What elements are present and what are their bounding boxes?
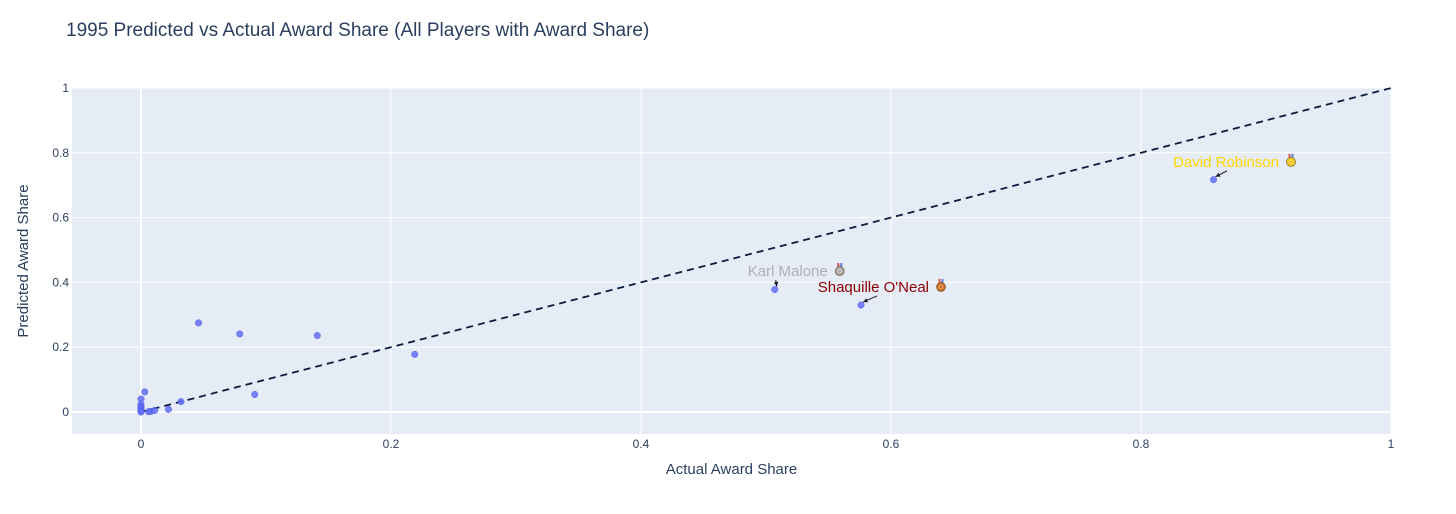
x-tick-label: 0.6 <box>883 437 900 451</box>
medal-ribbon-left <box>837 263 840 268</box>
x-axis-title: Actual Award Share <box>666 461 797 478</box>
medal-ribbon-left <box>1288 153 1291 158</box>
data-point <box>141 388 149 396</box>
annotation-arrowhead <box>773 281 779 287</box>
y-tick-label: 1 <box>62 81 69 95</box>
plot-area <box>72 88 1391 434</box>
medal-inner-ring <box>1288 159 1294 165</box>
chart-title: 1995 Predicted vs Actual Award Share (Al… <box>66 20 650 41</box>
tick-labels: 0 0.2 0.4 0.6 0.8 1 0 0.2 0.4 0.6 0.8 1 <box>52 81 1394 451</box>
data-point <box>771 286 779 293</box>
data-point <box>165 405 172 413</box>
annotation-label: David Robinson <box>1173 154 1279 171</box>
data-point <box>151 406 159 414</box>
annotation-arrowhead <box>1215 172 1221 177</box>
x-tick-label: 0 <box>138 437 145 451</box>
medal-disc <box>1286 157 1296 167</box>
medal-ribbon-right <box>1291 153 1294 158</box>
x-tick-label: 0.2 <box>383 437 400 451</box>
medal-inner-ring <box>837 268 843 274</box>
gold-medal-icon <box>1286 153 1296 167</box>
medal-ribbon-left <box>938 278 941 283</box>
data-point <box>137 408 145 416</box>
annotation-label: Karl Malone <box>748 263 828 280</box>
medal-inner-ring <box>938 284 944 290</box>
annotation-label: Shaquille O'Neal <box>818 279 929 296</box>
data-point <box>1210 176 1217 184</box>
bronze-medal-icon <box>936 278 946 292</box>
data-points <box>137 176 1217 416</box>
medal-disc <box>936 282 946 292</box>
data-point <box>313 332 321 339</box>
y-tick-label: 0.2 <box>52 340 69 354</box>
data-point <box>177 398 185 406</box>
x-tick-label: 1 <box>1388 437 1395 451</box>
grid-lines <box>72 87 1392 434</box>
data-point <box>251 391 259 398</box>
data-point <box>236 330 244 338</box>
data-point <box>145 408 152 416</box>
silver-medal-icon <box>834 263 845 276</box>
y-tick-label: 0.8 <box>52 146 69 160</box>
data-point <box>857 301 865 309</box>
medal-ribbon-right <box>840 263 843 268</box>
y-tick-label: 0.6 <box>52 211 69 225</box>
data-point <box>411 350 419 358</box>
medal-ribbon-right <box>941 278 944 283</box>
annotation-arrowhead <box>863 298 868 303</box>
medal-disc <box>834 266 845 276</box>
y-tick-label: 0 <box>62 405 69 419</box>
x-tick-label: 0.8 <box>1133 437 1150 451</box>
y-tick-label: 0.4 <box>52 275 69 289</box>
data-point <box>195 319 202 327</box>
x-tick-label: 0.4 <box>633 437 650 451</box>
y-axis-title: Predicted Award Share <box>15 184 32 337</box>
